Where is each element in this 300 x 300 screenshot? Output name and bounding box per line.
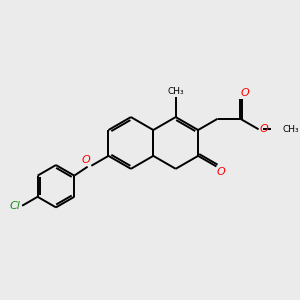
Text: O: O (260, 124, 269, 134)
Text: O: O (217, 167, 226, 177)
Text: CH₃: CH₃ (282, 125, 299, 134)
Text: O: O (81, 155, 90, 165)
Text: CH₃: CH₃ (167, 87, 184, 96)
Text: Cl: Cl (10, 201, 21, 211)
Text: O: O (241, 88, 250, 98)
